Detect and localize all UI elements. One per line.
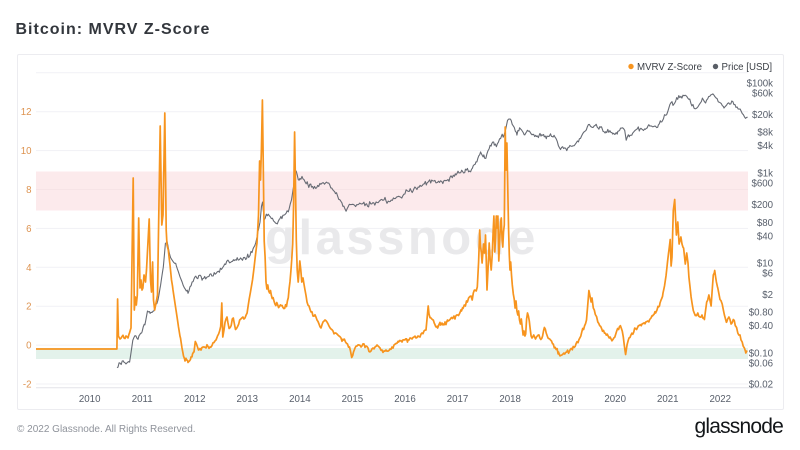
svg-text:2022: 2022 (710, 394, 732, 405)
svg-text:$60k: $60k (752, 88, 773, 99)
svg-text:$0.06: $0.06 (749, 358, 773, 369)
svg-text:2015: 2015 (342, 394, 364, 405)
svg-text:2016: 2016 (394, 394, 416, 405)
svg-text:$600: $600 (751, 178, 773, 189)
svg-text:$1k: $1k (757, 168, 773, 179)
svg-text:$20k: $20k (752, 110, 773, 121)
svg-text:$4k: $4k (757, 141, 773, 152)
svg-text:$80: $80 (757, 218, 774, 229)
svg-text:Price [USD]: Price [USD] (722, 62, 773, 73)
svg-text:$0.40: $0.40 (749, 321, 774, 332)
svg-text:2011: 2011 (132, 394, 153, 405)
svg-text:$0.10: $0.10 (749, 348, 774, 359)
svg-text:$6: $6 (762, 268, 773, 279)
svg-text:$8k: $8k (757, 128, 773, 139)
svg-text:6: 6 (26, 224, 31, 235)
svg-text:2021: 2021 (657, 394, 679, 405)
svg-text:$10: $10 (757, 258, 774, 269)
svg-text:2020: 2020 (604, 394, 626, 405)
svg-text:2018: 2018 (499, 394, 521, 405)
svg-text:$100k: $100k (747, 78, 774, 89)
svg-text:$40: $40 (757, 231, 774, 242)
svg-text:$2: $2 (762, 290, 773, 301)
svg-text:4: 4 (26, 263, 32, 274)
svg-text:8: 8 (26, 185, 31, 196)
svg-text:$0.80: $0.80 (749, 308, 774, 319)
svg-text:$200: $200 (751, 200, 773, 211)
svg-text:$0.02: $0.02 (749, 380, 773, 391)
svg-text:2017: 2017 (447, 394, 469, 405)
svg-text:-2: -2 (23, 380, 32, 391)
svg-text:10: 10 (21, 146, 32, 157)
svg-text:MVRV Z-Score: MVRV Z-Score (637, 62, 702, 73)
svg-text:2019: 2019 (552, 394, 574, 405)
svg-text:2012: 2012 (184, 394, 206, 405)
svg-text:2013: 2013 (237, 394, 259, 405)
svg-text:2010: 2010 (79, 394, 101, 405)
svg-text:2014: 2014 (289, 394, 311, 405)
svg-text:12: 12 (21, 107, 32, 118)
svg-text:2: 2 (26, 302, 31, 313)
svg-text:0: 0 (26, 341, 32, 352)
